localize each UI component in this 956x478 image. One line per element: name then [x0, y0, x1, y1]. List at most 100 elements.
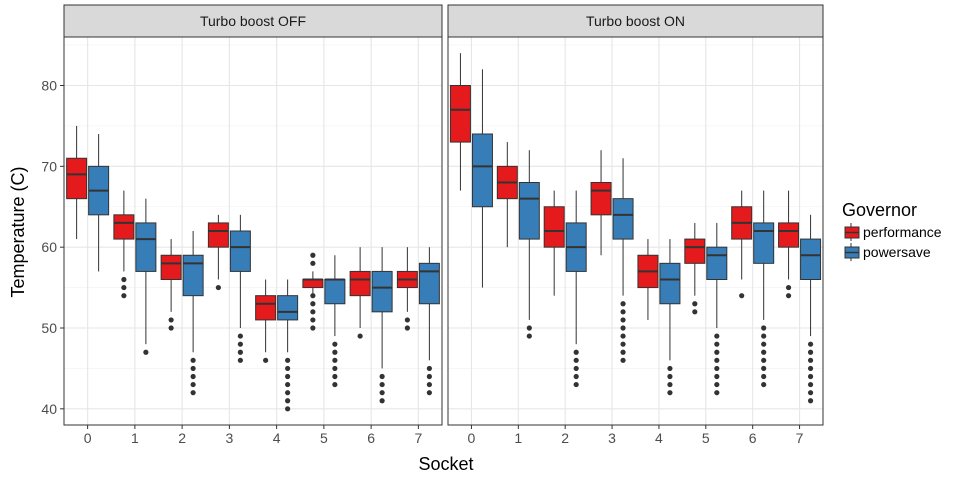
outlier-point: [620, 301, 626, 307]
box-performance-socket-7: [778, 190, 800, 299]
x-tick-label: 0: [468, 430, 476, 446]
box-powersave-socket-6: [753, 190, 775, 388]
outlier-point: [761, 349, 767, 355]
box-iqr: [449, 85, 471, 143]
outlier-point: [761, 373, 767, 380]
outlier-point: [310, 309, 316, 315]
x-tick-label: 1: [131, 430, 139, 446]
outlier-point: [714, 341, 720, 347]
outlier-point: [404, 317, 410, 323]
x-tick-label: 4: [655, 430, 663, 446]
outlier-point: [620, 333, 626, 339]
outlier-point: [526, 333, 532, 339]
x-tick-label: 2: [561, 430, 569, 446]
outlier-point: [620, 309, 626, 315]
outlier-point: [807, 390, 814, 396]
box-performance-socket-6: [731, 190, 753, 299]
box-iqr: [324, 279, 346, 305]
box-iqr: [612, 198, 634, 240]
box-performance-socket-1: [496, 142, 518, 248]
legend-entry-performance: performance: [844, 223, 942, 241]
outlier-point: [121, 293, 127, 299]
outlier-point: [310, 301, 316, 307]
box-performance-socket-5: [684, 222, 706, 315]
outlier-point: [285, 390, 291, 396]
box-performance-socket-2: [543, 190, 565, 296]
outlier-point: [190, 373, 196, 380]
outlier-point: [761, 341, 767, 347]
outlier-point: [379, 381, 385, 388]
outlier-point: [761, 381, 767, 388]
outlier-point: [379, 390, 385, 396]
box-powersave-socket-3: [612, 158, 634, 363]
panel-1: Turbo boost ON: [447, 4, 824, 426]
outlier-point: [761, 325, 767, 331]
outlier-point: [332, 357, 338, 363]
box-iqr: [590, 182, 612, 216]
panel-title: Turbo boost OFF: [200, 13, 306, 29]
outlier-point: [714, 349, 720, 355]
outlier-point: [807, 341, 814, 347]
x-tick-label: 3: [608, 430, 616, 446]
outlier-point: [807, 357, 814, 363]
box-iqr: [543, 206, 565, 248]
outlier-point: [807, 398, 814, 404]
box-iqr: [753, 222, 775, 264]
outlier-point: [426, 365, 432, 372]
box-powersave-socket-1: [518, 150, 540, 339]
outlier-point: [620, 325, 626, 331]
box-iqr: [518, 182, 540, 240]
box-iqr: [135, 222, 157, 272]
outlier-point: [807, 365, 814, 372]
outlier-point: [190, 390, 196, 396]
outlier-point: [426, 390, 432, 396]
outlier-point: [285, 357, 291, 363]
legend-entry-powersave: powersave: [844, 243, 931, 261]
box-powersave-socket-4: [659, 239, 681, 396]
panel-strip: [447, 4, 824, 38]
outlier-point: [332, 381, 338, 388]
outlier-point: [573, 381, 579, 388]
outlier-point: [426, 381, 432, 388]
x-axis-title: Socket: [418, 454, 473, 474]
outlier-point: [785, 293, 792, 299]
outlier-point: [714, 357, 720, 363]
box-iqr: [255, 295, 277, 321]
outlier-point: [310, 325, 316, 331]
box-powersave-socket-7: [418, 247, 440, 396]
outlier-point: [620, 341, 626, 347]
x-tick-label: 7: [796, 430, 804, 446]
outlier-point: [379, 398, 385, 404]
outlier-point: [620, 349, 626, 355]
box-iqr: [182, 254, 204, 297]
box-performance-socket-4: [637, 239, 659, 320]
outlier-point: [121, 284, 127, 291]
x-tick-label: 4: [273, 430, 281, 446]
box-iqr: [66, 157, 88, 200]
panel-0: Turbo boost OFF: [63, 4, 443, 426]
outlier-point: [332, 373, 338, 380]
box-powersave-socket-7: [800, 214, 822, 404]
outlier-point: [620, 357, 626, 363]
box-iqr: [113, 214, 135, 240]
legend-label: performance: [863, 224, 942, 240]
outlier-point: [190, 381, 196, 388]
outlier-point: [215, 284, 221, 291]
box-iqr: [160, 254, 182, 280]
box-iqr: [800, 238, 822, 280]
box-powersave-socket-5: [706, 222, 728, 396]
box-performance-socket-0: [66, 125, 88, 240]
x-tick-label: 5: [702, 430, 710, 446]
x-tick-label: 1: [514, 430, 522, 446]
y-tick-label: 50: [41, 320, 57, 336]
legend: Governor performance powersave: [842, 200, 942, 261]
panel-border: [447, 36, 824, 426]
outlier-point: [285, 365, 291, 372]
outlier-point: [573, 373, 579, 380]
outlier-point: [573, 365, 579, 372]
outlier-point: [237, 341, 243, 347]
outlier-point: [143, 349, 149, 355]
outlier-point: [526, 325, 532, 331]
outlier-point: [714, 373, 720, 380]
